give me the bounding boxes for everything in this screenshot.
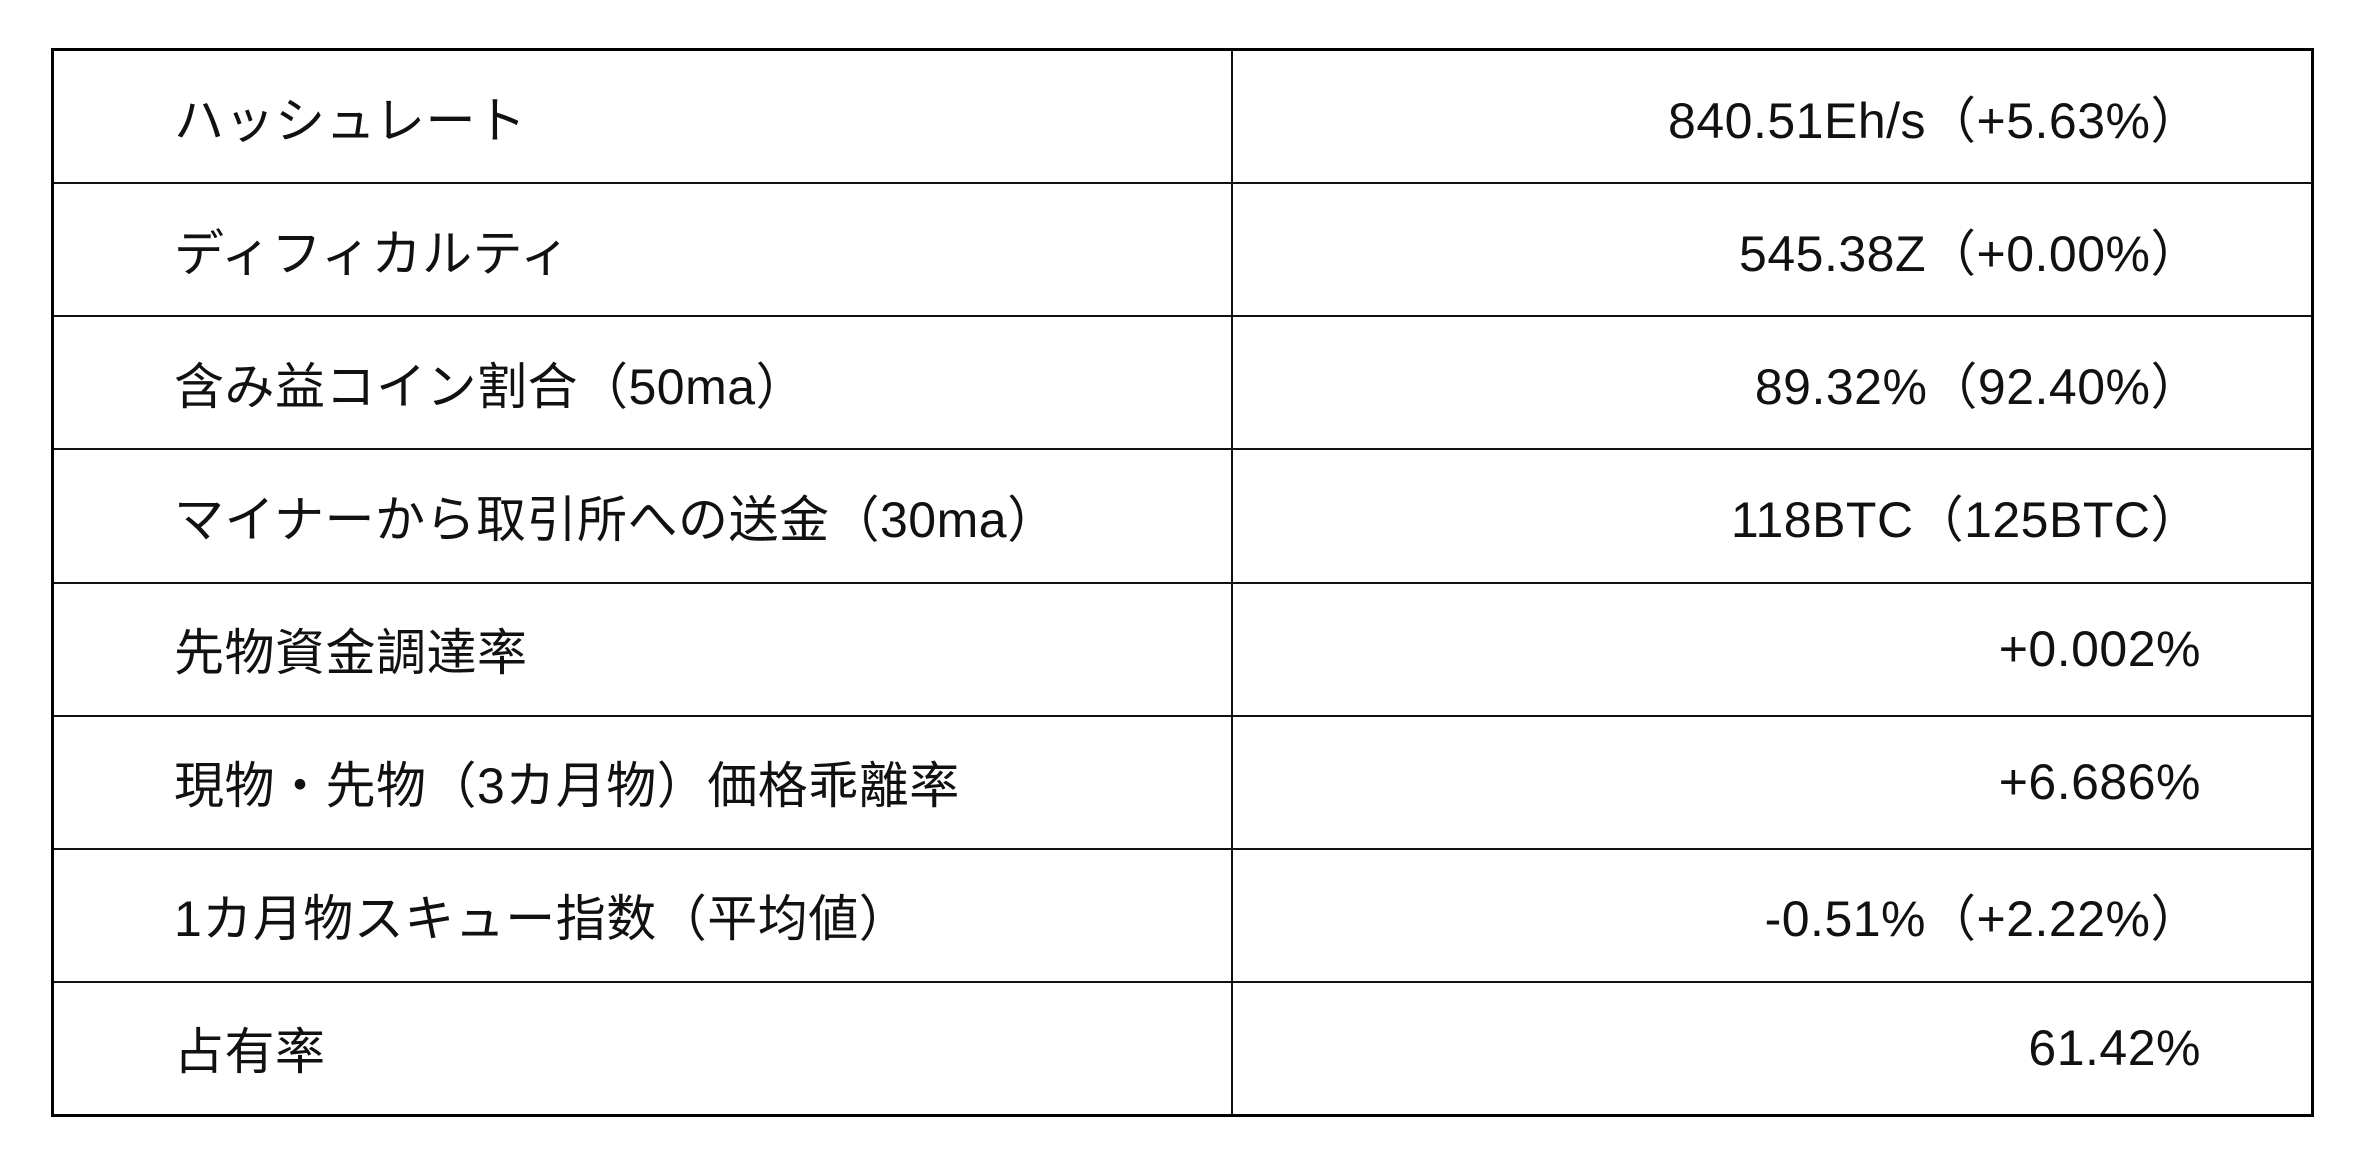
metric-value: 118BTC（125BTC） xyxy=(1231,450,2311,582)
metric-value: -0.51%（+2.22%） xyxy=(1231,849,2311,981)
metric-label: 含み益コイン割合（50ma） xyxy=(174,358,807,415)
metric-row-funding-rate: 先物資金調達率 +0.002% xyxy=(54,581,2311,715)
metric-row-difficulty: ディフィカルティ 545.38Z（+0.00%） xyxy=(54,182,2311,316)
metric-label: 1カ月物スキュー指数（平均値） xyxy=(174,891,910,948)
metric-row-spot-futures-basis: 現物・先物（3カ月物）価格乖離率 +6.686% xyxy=(54,714,2311,848)
metric-value: 545.38Z（+0.00%） xyxy=(1231,184,2311,316)
metric-label: 先物資金調達率 xyxy=(174,625,528,682)
metric-value: 61.42% xyxy=(1231,982,2311,1114)
metric-value: +6.686% xyxy=(1231,716,2311,848)
metric-label: 占有率 xyxy=(174,1024,326,1081)
metric-value: 89.32%（92.40%） xyxy=(1231,317,2311,449)
metric-row-miner-to-exchange: マイナーから取引所への送金（30ma） 118BTC（125BTC） xyxy=(54,448,2311,582)
metric-row-profit-coin-ratio: 含み益コイン割合（50ma） 89.32%（92.40%） xyxy=(54,315,2311,449)
metric-value: +0.002% xyxy=(1231,583,2311,715)
metric-label: 現物・先物（3カ月物）価格乖離率 xyxy=(174,758,960,815)
metric-row-skew-index: 1カ月物スキュー指数（平均値） -0.51%（+2.22%） xyxy=(54,847,2311,981)
metric-value: 840.51Eh/s（+5.63%） xyxy=(1231,51,2311,183)
metric-row-hashrate: ハッシュレート 840.51Eh/s（+5.63%） xyxy=(54,51,2311,183)
metric-label: ハッシュレート xyxy=(174,92,527,149)
metric-row-dominance: 占有率 61.42% xyxy=(54,980,2311,1114)
crypto-metrics-table: ハッシュレート 840.51Eh/s（+5.63%） ディフィカルティ 545.… xyxy=(51,48,2314,1117)
metric-label: ディフィカルティ xyxy=(174,225,571,282)
metric-label: マイナーから取引所への送金（30ma） xyxy=(174,491,1058,548)
